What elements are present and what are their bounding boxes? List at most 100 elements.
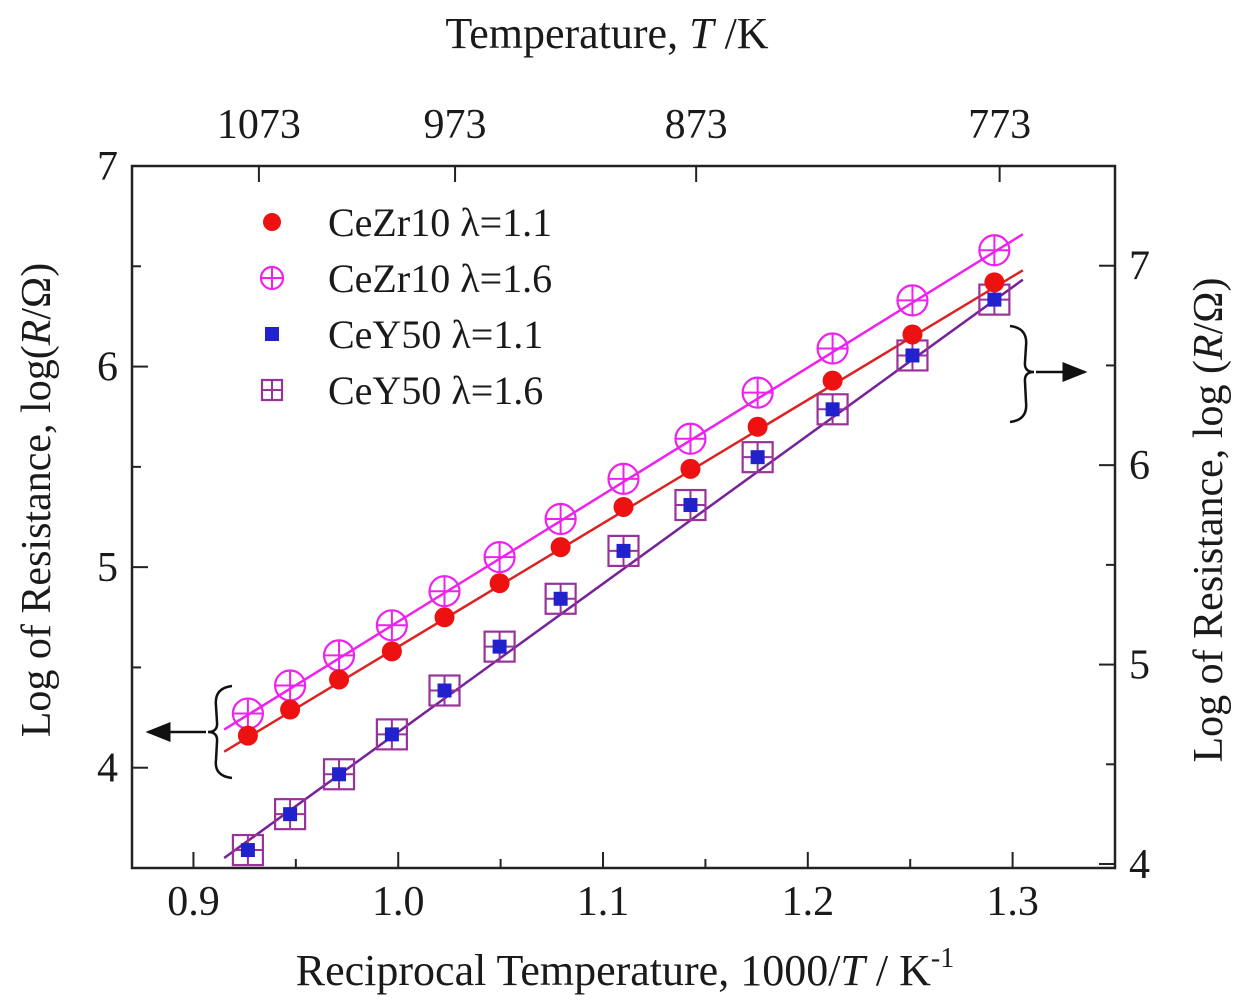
- top-axis-title: Temperature, T /K: [445, 9, 768, 58]
- x-tick-label: 1.3: [986, 879, 1039, 925]
- right-tick-label: 5: [1129, 643, 1150, 689]
- fit-line-2: [223, 278, 1024, 860]
- data-points: [231, 234, 1011, 867]
- marker-square: [240, 843, 255, 858]
- x-tick-label: 1.1: [577, 879, 630, 925]
- marker-circle: [237, 725, 258, 746]
- data-point: [987, 292, 1002, 307]
- data-point: [434, 607, 455, 628]
- data-point: [237, 725, 258, 746]
- marker-square: [987, 292, 1002, 307]
- left-brace: [207, 684, 233, 780]
- data-point: [437, 683, 452, 698]
- left-axis-title: Log of Resistance, log(R/Ω): [14, 263, 60, 737]
- data-point: [825, 402, 840, 417]
- data-point: [674, 422, 707, 455]
- marker-circle: [747, 416, 768, 437]
- top-tick-label: 873: [665, 102, 728, 148]
- left-tick-label: 5: [97, 545, 118, 591]
- marker-square: [616, 543, 631, 558]
- x-tick-label: 0.9: [167, 879, 220, 925]
- marker-circle: [613, 496, 634, 517]
- legend-label: CeZr10 λ=1.1: [328, 200, 552, 245]
- left-tick-label: 7: [97, 144, 118, 190]
- data-point: [896, 284, 929, 317]
- data-point: [680, 458, 701, 479]
- x-axis-title: Reciprocal Temperature, 1000/T / K-1: [296, 943, 954, 995]
- marker-square: [265, 327, 279, 341]
- data-point: [280, 699, 301, 720]
- marker-circle: [280, 699, 301, 720]
- legend-label: CeY50 λ=1.6: [328, 368, 543, 413]
- marker-circle: [263, 213, 281, 231]
- annotations: [145, 324, 1088, 780]
- top-tick-label: 973: [424, 102, 487, 148]
- data-point: [553, 591, 568, 606]
- right-axis-title: Log of Resistance, log (R/Ω): [1186, 278, 1232, 763]
- data-point: [483, 541, 516, 574]
- marker-square: [683, 498, 698, 513]
- marker-circle: [822, 370, 843, 391]
- data-point: [428, 575, 461, 608]
- data-point: [381, 641, 402, 662]
- data-point: [544, 502, 577, 536]
- right-tick-label: 7: [1129, 244, 1150, 290]
- data-point: [329, 669, 350, 690]
- marker-square: [283, 807, 298, 822]
- left-tick-label: 6: [97, 345, 118, 391]
- data-point: [683, 498, 698, 513]
- right-brace: [1009, 324, 1035, 424]
- data-point: [607, 462, 640, 495]
- marker-square: [750, 450, 765, 465]
- marker-circle: [329, 669, 350, 690]
- data-point: [550, 537, 571, 558]
- left-tick-label: 4: [97, 746, 118, 792]
- data-point: [260, 378, 284, 402]
- marker-circle: [902, 324, 923, 345]
- data-point: [822, 370, 843, 391]
- x-tick-label: 1.2: [782, 879, 835, 925]
- data-point: [273, 669, 307, 702]
- marker-square: [553, 591, 568, 606]
- x-tick-label: 1.0: [372, 879, 425, 925]
- data-point: [384, 727, 399, 742]
- data-point: [750, 450, 765, 465]
- data-point: [747, 416, 768, 437]
- plot-frame: [130, 164, 1117, 870]
- marker-square: [492, 639, 507, 654]
- data-point: [322, 639, 356, 672]
- data-point: [616, 543, 631, 558]
- data-point: [375, 609, 408, 642]
- right-tick-label: 6: [1129, 443, 1150, 489]
- data-point: [231, 697, 265, 730]
- marker-square: [825, 402, 840, 417]
- data-point: [283, 807, 298, 822]
- marker-circle: [381, 641, 402, 662]
- marker-square: [384, 727, 399, 742]
- data-point: [489, 573, 510, 594]
- marker-circle: [550, 537, 571, 558]
- data-point: [332, 767, 347, 782]
- data-point: [613, 496, 634, 517]
- data-point: [978, 234, 1011, 267]
- marker-circle: [680, 458, 701, 479]
- legend-label: CeY50 λ=1.1: [328, 312, 543, 357]
- marker-circle: [984, 272, 1005, 293]
- legend: CeZr10 λ=1.1 CeZr10 λ=1.6 CeY50 λ=1.1 CeY50…: [259, 200, 552, 413]
- top-tick-label: 773: [968, 102, 1031, 148]
- data-point: [902, 324, 923, 345]
- top-tick-label: 1073: [217, 102, 301, 148]
- axes: 0.9 1.0 1.1 1.2 1.3 1073 973 873 773 4 5 6 7 4 5 6 7: [97, 102, 1150, 925]
- marker-circle: [489, 573, 510, 594]
- marker-square: [905, 348, 920, 363]
- marker-square: [332, 767, 347, 782]
- data-point: [816, 332, 849, 365]
- data-point: [263, 213, 281, 231]
- data-point: [741, 376, 774, 409]
- marker-circle: [434, 607, 455, 628]
- data-point: [492, 639, 507, 654]
- legend-label: CeZr10 λ=1.6: [328, 256, 552, 301]
- data-point: [905, 348, 920, 363]
- marker-square: [437, 683, 452, 698]
